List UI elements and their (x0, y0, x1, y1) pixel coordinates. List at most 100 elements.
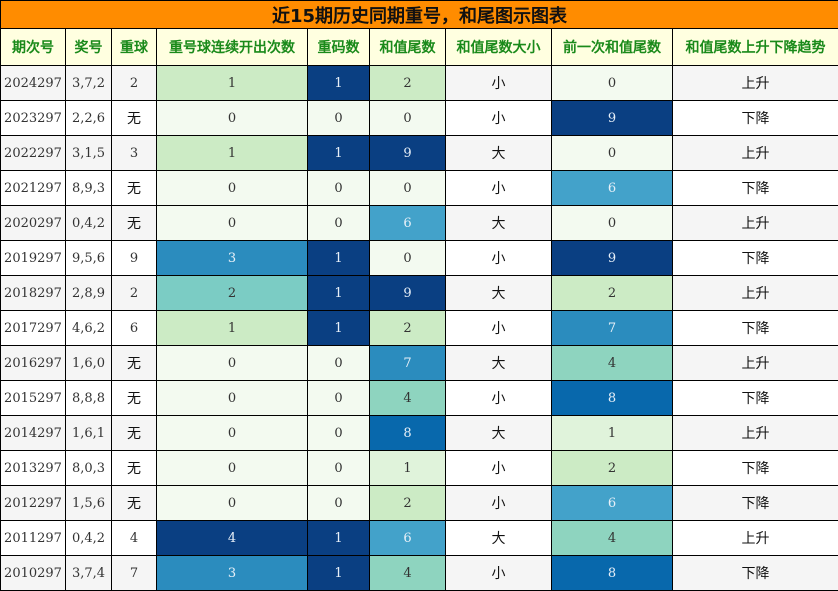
table-cell: 9 (111, 240, 157, 276)
table-cell: 下降 (671, 310, 838, 346)
table-cell: 0 (156, 345, 308, 381)
table-row: 2013297 8,0,3 无 0 0 1 小 2 下降 (0, 450, 838, 486)
table-cell: 9 (551, 100, 673, 136)
table-cell: 0 (156, 450, 308, 486)
table-cell: 2 (369, 310, 446, 346)
column-header: 重码数 (307, 28, 370, 66)
table-cell: 7 (369, 345, 446, 381)
table-cell: 0,4,2 (65, 205, 112, 241)
table-cell: 0 (551, 65, 673, 101)
table-cell: 0,4,2 (65, 520, 112, 556)
table-cell: 2 (551, 450, 673, 486)
table-cell: 1 (156, 310, 308, 346)
table-cell: 8,9,3 (65, 170, 112, 206)
table-cell: 小 (445, 485, 552, 521)
table-cell: 大 (445, 415, 552, 451)
table-cell: 下降 (671, 450, 838, 486)
table-cell: 小 (445, 240, 552, 276)
table-cell: 小 (445, 555, 552, 591)
table-cell: 0 (307, 415, 370, 451)
table-cell: 2,8,9 (65, 275, 112, 311)
table-cell: 0 (551, 135, 673, 171)
table-cell: 4 (156, 520, 308, 556)
table-cell: 2019297 (0, 240, 66, 276)
table-cell: 上升 (671, 345, 838, 381)
table-cell: 1 (307, 555, 370, 591)
column-header: 期次号 (0, 28, 66, 66)
table-cell: 1,5,6 (65, 485, 112, 521)
table-cell: 9 (369, 275, 446, 311)
table-cell: 下降 (671, 100, 838, 136)
table-row: 2016297 1,6,0 无 0 0 7 大 4 上升 (0, 345, 838, 381)
table-cell: 下降 (671, 485, 838, 521)
table-cell: 2024297 (0, 65, 66, 101)
table-cell: 2014297 (0, 415, 66, 451)
column-header: 前一次和值尾数 (551, 28, 673, 66)
table-cell: 小 (445, 170, 552, 206)
table-cell: 上升 (671, 135, 838, 171)
table-cell: 2 (551, 275, 673, 311)
table-cell: 2023297 (0, 100, 66, 136)
table-cell: 2020297 (0, 205, 66, 241)
table-cell: 3,7,4 (65, 555, 112, 591)
table-cell: 9,5,6 (65, 240, 112, 276)
table-cell: 7 (551, 310, 673, 346)
table-cell: 大 (445, 345, 552, 381)
table-cell: 0 (307, 485, 370, 521)
table-cell: 上升 (671, 205, 838, 241)
table-cell: 4 (369, 380, 446, 416)
table-cell: 2016297 (0, 345, 66, 381)
table-cell: 6 (551, 485, 673, 521)
table-cell: 8 (551, 555, 673, 591)
table-cell: 4 (551, 520, 673, 556)
table-cell: 9 (551, 240, 673, 276)
table-row: 2010297 3,7,4 7 3 1 4 小 8 下降 (0, 555, 838, 591)
table-cell: 大 (445, 275, 552, 311)
table-cell: 1 (551, 415, 673, 451)
table-cell: 上升 (671, 65, 838, 101)
table-cell: 2013297 (0, 450, 66, 486)
table-cell: 6 (111, 310, 157, 346)
table-cell: 2015297 (0, 380, 66, 416)
table-row: 2011297 0,4,2 4 4 1 6 大 4 上升 (0, 520, 838, 556)
table-cell: 2021297 (0, 170, 66, 206)
table-cell: 无 (111, 345, 157, 381)
table-cell: 0 (307, 345, 370, 381)
table-cell: 0 (369, 170, 446, 206)
table-cell: 1 (307, 240, 370, 276)
table-cell: 2 (111, 65, 157, 101)
table-cell: 下降 (671, 170, 838, 206)
column-header: 和值尾数上升下降趋势 (671, 28, 838, 66)
table-cell: 上升 (671, 415, 838, 451)
table-cell: 4 (111, 520, 157, 556)
table-cell: 无 (111, 380, 157, 416)
column-header: 重号球连续开出次数 (156, 28, 308, 66)
table-cell: 0 (369, 240, 446, 276)
table-cell: 6 (369, 520, 446, 556)
table-cell: 8 (369, 415, 446, 451)
table-cell: 2018297 (0, 275, 66, 311)
table-cell: 小 (445, 65, 552, 101)
table-cell: 小 (445, 310, 552, 346)
table-cell: 4 (551, 345, 673, 381)
table-cell: 2 (156, 275, 308, 311)
table-cell: 小 (445, 450, 552, 486)
table-cell: 0 (551, 205, 673, 241)
header-row: 期次号 奖号 重球 重号球连续开出次数 重码数 和值尾数 和值尾数大小 前一次和值尾数 和值尾数… (0, 28, 838, 66)
table-cell: 1 (307, 135, 370, 171)
table-cell: 2 (369, 65, 446, 101)
table-cell: 0 (156, 415, 308, 451)
table-cell: 7 (111, 555, 157, 591)
table-cell: 小 (445, 100, 552, 136)
table-cell: 8,0,3 (65, 450, 112, 486)
table-cell: 2 (111, 275, 157, 311)
table-cell: 1 (307, 520, 370, 556)
table-cell: 大 (445, 135, 552, 171)
table-row: 2017297 4,6,2 6 1 1 2 小 7 下降 (0, 310, 838, 346)
table-title: 近15期历史同期重号，和尾图示图表 (0, 0, 838, 29)
table-cell: 无 (111, 415, 157, 451)
table-cell: 2017297 (0, 310, 66, 346)
table-cell: 1 (307, 310, 370, 346)
table-cell: 9 (369, 135, 446, 171)
table-cell: 无 (111, 205, 157, 241)
